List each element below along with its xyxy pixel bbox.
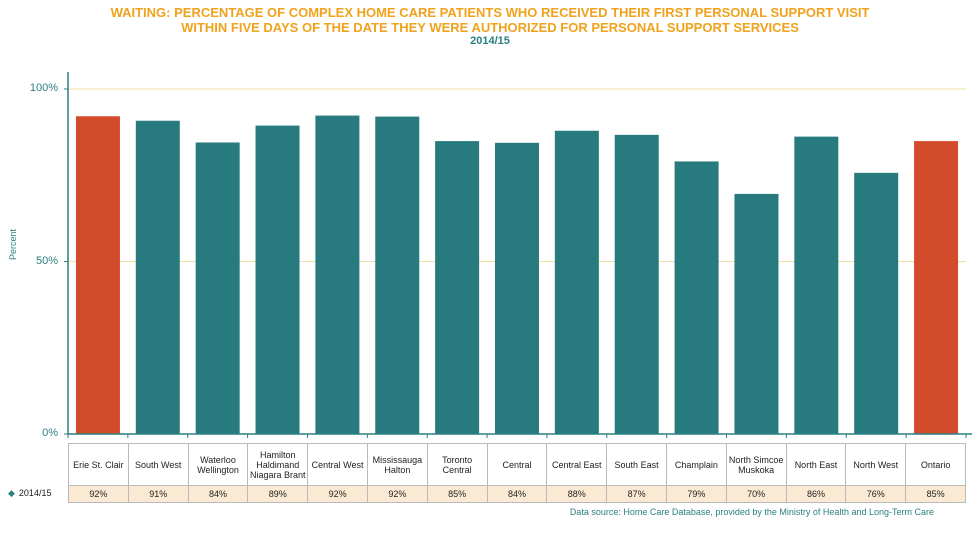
- bar-4: [315, 115, 360, 434]
- legend-diamond-icon: ◆: [8, 488, 15, 498]
- legend: ◆ 2014/15: [8, 488, 51, 499]
- table-value-cell: 84%: [486, 485, 548, 503]
- bar-10: [674, 161, 719, 434]
- table-category-cell: South West: [127, 443, 189, 486]
- table-value-cell: 85%: [905, 485, 966, 503]
- table-category-cell: Waterloo Wellington: [187, 443, 249, 486]
- y-tick-label-50: 50%: [35, 255, 58, 267]
- chart-title-line-1: WAITING: PERCENTAGE OF COMPLEX HOME CARE…: [110, 5, 870, 20]
- table-category-cell: North Simcoe Muskoka: [725, 443, 787, 486]
- bar-8: [554, 130, 599, 434]
- y-tick-label-100: 100%: [29, 82, 58, 94]
- chart-plot-area: [64, 72, 972, 438]
- table-value-cell: 85%: [426, 485, 488, 503]
- table-value-cell: 92%: [366, 485, 428, 503]
- bar-7: [495, 142, 539, 434]
- table-category-cell: Central West: [307, 443, 368, 486]
- chart-subtitle: 2014/15: [470, 35, 510, 47]
- bar-2: [195, 142, 240, 434]
- chart-title-line-2: WITHIN FIVE DAYS OF THE DATE THEY WERE A…: [181, 20, 799, 35]
- bar-0: [75, 116, 120, 434]
- table-category-cell: Champlain: [665, 443, 727, 486]
- data-table: Erie St. Clair South West Waterloo Welling…: [68, 443, 966, 503]
- table-value-cell: 84%: [187, 485, 249, 503]
- table-category-cell: Central East: [546, 443, 608, 486]
- table-value-cell: 92%: [307, 485, 368, 503]
- table-value-cell: 88%: [546, 485, 608, 503]
- bar-9: [614, 134, 659, 434]
- bar-6: [435, 141, 480, 434]
- table-category-cell: Toronto Central: [426, 443, 488, 486]
- data-source-note: Data source: Home Care Database, provide…: [569, 507, 934, 517]
- table-category-cell: Central: [486, 443, 548, 486]
- table-value-cell: 86%: [785, 485, 847, 503]
- table-category-cell: Erie St. Clair: [68, 443, 129, 486]
- bar-3: [255, 125, 300, 434]
- table-value-cell: 70%: [725, 485, 787, 503]
- table-value-cell: 89%: [247, 485, 309, 503]
- bar-5: [375, 116, 420, 434]
- bar-11: [734, 193, 779, 434]
- table-value-cell: 92%: [68, 485, 129, 503]
- value-row: 92% 91% 84% 89% 92% 92% 85% 84% 88% 87% 79% 70% 86% 7…: [68, 485, 966, 503]
- table-category-cell: North East: [785, 443, 847, 486]
- legend-series-label: 2014/15: [18, 488, 52, 498]
- table-value-cell: 87%: [606, 485, 667, 503]
- table-value-cell: 79%: [665, 485, 727, 503]
- category-row: Erie St. Clair South West Waterloo Welling…: [68, 443, 966, 486]
- table-category-cell: North West: [845, 443, 907, 486]
- table-category-cell: Hamilton Haldimand Niagara Brant: [247, 443, 309, 486]
- table-value-cell: 76%: [845, 485, 907, 503]
- table-category-cell: South East: [606, 443, 667, 486]
- bar-1: [135, 120, 180, 435]
- bar-12: [794, 136, 839, 435]
- table-category-cell: Mississauga Halton: [366, 443, 428, 486]
- table-category-cell: Ontario: [905, 443, 966, 486]
- table-value-cell: 91%: [127, 485, 189, 503]
- y-tick-label-0: 0%: [42, 427, 58, 439]
- bar-14: [914, 141, 959, 434]
- bar-13: [854, 172, 899, 434]
